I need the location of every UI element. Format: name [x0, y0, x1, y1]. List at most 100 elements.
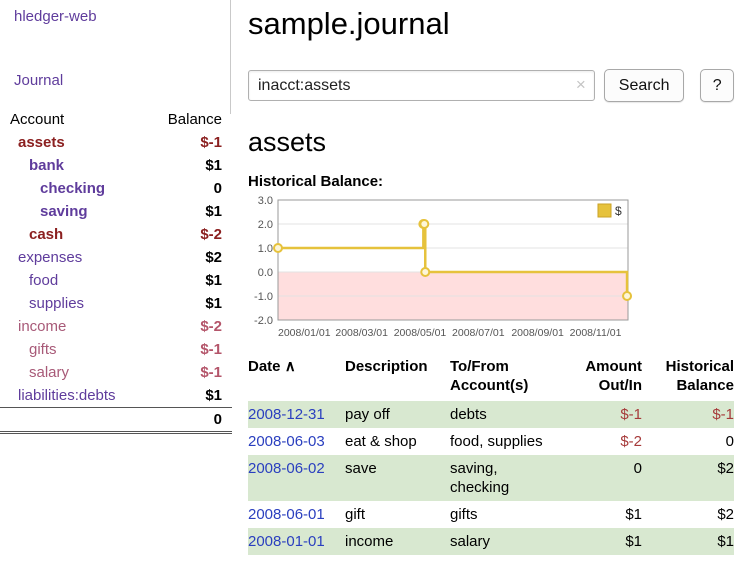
- account-link[interactable]: saving: [40, 200, 88, 223]
- accounts-total-value: 0: [214, 408, 222, 431]
- transaction-balance: $1: [642, 528, 734, 555]
- svg-text:2008/01/01: 2008/01/01: [278, 327, 331, 339]
- svg-text:-2.0: -2.0: [254, 315, 273, 327]
- register-table: Date ∧ Description To/From Account(s) Am…: [248, 357, 734, 555]
- transaction-amount: $-1: [580, 401, 642, 428]
- transaction-date-link[interactable]: 2008-06-03: [248, 428, 345, 455]
- account-row: food $1: [10, 269, 222, 292]
- account-row: income $-2: [10, 315, 222, 338]
- svg-text:2008/07/01: 2008/07/01: [452, 327, 505, 339]
- svg-text:2008/11/01: 2008/11/01: [570, 327, 622, 339]
- sidebar: hledger-web Journal Account Balance asse…: [0, 0, 232, 434]
- account-link[interactable]: expenses: [18, 246, 82, 269]
- transaction-amount: 0: [580, 455, 642, 501]
- transaction-accounts: salary: [450, 528, 580, 555]
- brand-link[interactable]: hledger-web: [10, 8, 222, 26]
- svg-text:3.0: 3.0: [258, 195, 273, 207]
- accounts-header-account: Account: [10, 108, 64, 131]
- account-row: bank $1: [10, 154, 222, 177]
- svg-text:-1.0: -1.0: [254, 291, 273, 303]
- account-link[interactable]: gifts: [29, 338, 57, 361]
- main-content: sample.journal × Search ? assets Histori…: [248, 0, 734, 555]
- svg-text:2008/03/01: 2008/03/01: [335, 327, 388, 339]
- account-row: supplies $1: [10, 292, 222, 315]
- register-header-row: Date ∧ Description To/From Account(s) Am…: [248, 357, 734, 401]
- account-balance: $-2: [200, 315, 222, 338]
- register-row: 2008-06-03 eat & shop food, supplies $-2…: [248, 428, 734, 455]
- accounts-header: Account Balance: [10, 108, 222, 131]
- transaction-balance: $2: [642, 455, 734, 501]
- hledger-web-app: hledger-web Journal Account Balance asse…: [0, 0, 742, 582]
- svg-text:1.0: 1.0: [258, 243, 273, 255]
- transaction-description: pay off: [345, 401, 450, 428]
- help-button[interactable]: ?: [700, 69, 734, 102]
- transaction-description: gift: [345, 501, 450, 528]
- account-row: salary $-1: [10, 361, 222, 384]
- transaction-amount: $1: [580, 528, 642, 555]
- account-balance: $-1: [200, 338, 222, 361]
- account-link[interactable]: cash: [29, 223, 63, 246]
- sidebar-divider: [230, 0, 231, 114]
- register-row: 2008-06-02 save saving, checking 0 $2: [248, 455, 734, 501]
- account-link[interactable]: salary: [29, 361, 69, 384]
- account-balance: $-1: [200, 131, 222, 154]
- account-row: expenses $2: [10, 246, 222, 269]
- register-row: 2008-06-01 gift gifts $1 $2: [248, 501, 734, 528]
- accounts-total-row: 0: [0, 407, 232, 434]
- transaction-date-link[interactable]: 2008-01-01: [248, 528, 345, 555]
- sidebar-item-journal[interactable]: Journal: [10, 72, 222, 90]
- register-row: 2008-12-31 pay off debts $-1 $-1: [248, 401, 734, 428]
- svg-text:0.0: 0.0: [258, 267, 273, 279]
- account-balance: $1: [205, 292, 222, 315]
- account-link[interactable]: food: [29, 269, 58, 292]
- transaction-date-link[interactable]: 2008-06-02: [248, 455, 345, 501]
- account-link[interactable]: income: [18, 315, 66, 338]
- account-balance: $-2: [200, 223, 222, 246]
- search-bar: × Search ?: [248, 69, 734, 102]
- clear-search-icon[interactable]: ×: [576, 75, 586, 95]
- transaction-accounts: gifts: [450, 501, 580, 528]
- transaction-date-link[interactable]: 2008-12-31: [248, 401, 345, 428]
- account-link[interactable]: bank: [29, 154, 64, 177]
- svg-text:$: $: [615, 204, 622, 218]
- search-field-wrap: ×: [248, 70, 595, 101]
- account-row: assets $-1: [10, 131, 222, 154]
- svg-text:2.0: 2.0: [258, 219, 273, 231]
- account-balance: 0: [214, 177, 222, 200]
- account-link[interactable]: checking: [40, 177, 105, 200]
- search-input[interactable]: [248, 70, 595, 101]
- account-link[interactable]: liabilities:debts: [18, 384, 116, 407]
- accounts-header-balance: Balance: [168, 108, 222, 131]
- register-header-date[interactable]: Date ∧: [248, 357, 345, 401]
- account-balance: $1: [205, 269, 222, 292]
- account-link[interactable]: supplies: [29, 292, 84, 315]
- account-row: liabilities:debts $1: [10, 384, 222, 407]
- account-row: cash $-2: [10, 223, 222, 246]
- register-header-description: Description: [345, 357, 450, 401]
- transaction-amount: $1: [580, 501, 642, 528]
- register-row: 2008-01-01 income salary $1 $1: [248, 528, 734, 555]
- transaction-accounts: saving, checking: [450, 455, 580, 501]
- account-balance: $1: [205, 200, 222, 223]
- transaction-description: eat & shop: [345, 428, 450, 455]
- transaction-balance: $-1: [642, 401, 734, 428]
- historical-balance-chart: 3.0 2.0 1.0 0.0 -1.0 -2.0 2008/01/01 2008/03/01…: [248, 194, 636, 344]
- account-page-title: assets: [248, 127, 734, 158]
- account-balance: $1: [205, 384, 222, 407]
- register-header-balance: Historical Balance: [642, 357, 734, 401]
- transaction-balance: 0: [642, 428, 734, 455]
- transaction-description: save: [345, 455, 450, 501]
- search-button[interactable]: Search: [604, 69, 685, 102]
- journal-title: sample.journal: [248, 6, 734, 42]
- register-header-accounts: To/From Account(s): [450, 357, 580, 401]
- sort-ascending-icon: ∧: [285, 358, 296, 375]
- transaction-accounts: food, supplies: [450, 428, 580, 455]
- account-row: saving $1: [10, 200, 222, 223]
- account-row: gifts $-1: [10, 338, 222, 361]
- transaction-date-link[interactable]: 2008-06-01: [248, 501, 345, 528]
- register-header-amount: Amount Out/In: [580, 357, 642, 401]
- svg-text:2008/05/01: 2008/05/01: [394, 327, 447, 339]
- account-balance: $-1: [200, 361, 222, 384]
- transaction-accounts: debts: [450, 401, 580, 428]
- account-link[interactable]: assets: [18, 131, 65, 154]
